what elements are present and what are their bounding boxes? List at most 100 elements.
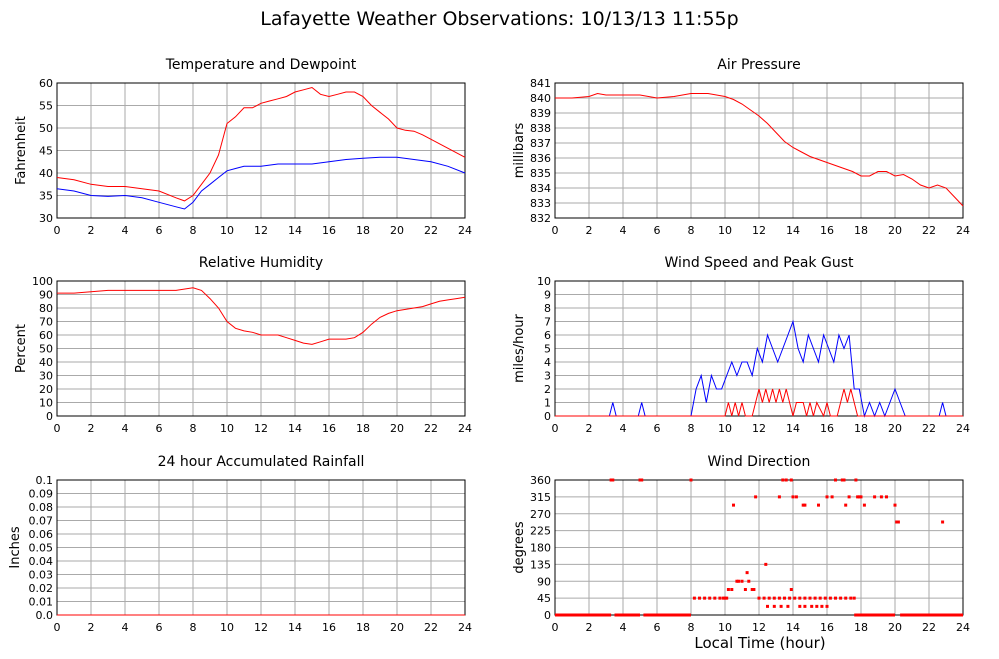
x-tick-label: 10 <box>718 422 732 435</box>
x-tick-label: 0 <box>54 621 61 634</box>
scatter-point <box>789 478 793 482</box>
y-tick-label: 90 <box>537 575 551 588</box>
x-tick-label: 22 <box>424 621 438 634</box>
x-tick-label: 12 <box>254 422 268 435</box>
scatter-point <box>750 588 754 591</box>
scatter-point <box>732 503 735 507</box>
scatter-point <box>692 596 696 600</box>
y-tick-label: 0.05 <box>29 542 54 555</box>
x-tick-label: 14 <box>288 422 302 435</box>
scatter-point <box>803 503 807 507</box>
scatter-point <box>885 495 888 499</box>
scatter-point <box>718 596 722 600</box>
x-tick-label: 18 <box>854 224 868 237</box>
scatter-point <box>813 596 817 600</box>
x-tick-label: 24 <box>956 621 970 634</box>
x-tick-label: 16 <box>322 621 336 634</box>
scatter-point <box>798 604 802 608</box>
scatter-point <box>873 495 877 499</box>
y-tick-label: 5 <box>544 343 551 356</box>
scatter-point <box>783 596 786 600</box>
y-tick-label: 832 <box>530 212 551 225</box>
scatter-point <box>725 596 729 600</box>
x-tick-label: 12 <box>254 621 268 634</box>
scatter-point <box>830 495 834 499</box>
scatter-point <box>788 596 792 600</box>
scatter-point <box>856 495 860 499</box>
y-tick-label: 841 <box>530 77 551 90</box>
x-tick-label: 2 <box>88 621 95 634</box>
x-tick-label: 20 <box>390 621 404 634</box>
x-tick-label: 16 <box>322 422 336 435</box>
scatter-point <box>825 604 829 608</box>
y-tick-label: 833 <box>530 197 551 210</box>
y-tick-label: 60 <box>39 329 53 342</box>
y-tick-label: 35 <box>39 190 53 203</box>
y-tick-label: 50 <box>39 122 53 135</box>
y-tick-label: 7 <box>544 316 551 329</box>
y-axis-label: miles/hour <box>512 313 527 382</box>
x-tick-label: 16 <box>820 224 834 237</box>
x-tick-label: 22 <box>424 224 438 237</box>
y-tick-label: 836 <box>530 152 551 165</box>
x-tick-label: 10 <box>220 422 234 435</box>
x-tick-label: 6 <box>654 621 661 634</box>
y-tick-label: 0.07 <box>29 515 54 528</box>
x-tick-label: 18 <box>356 621 370 634</box>
y-tick-label: 839 <box>530 107 551 120</box>
x-tick-label: 0 <box>54 224 61 237</box>
scatter-point <box>852 596 856 600</box>
y-tick-label: 225 <box>530 525 551 538</box>
y-tick-label: 1 <box>544 397 551 410</box>
scatter-point <box>611 478 615 482</box>
y-tick-label: 45 <box>39 145 53 158</box>
y-tick-label: 40 <box>39 167 53 180</box>
scatter-point <box>844 503 848 507</box>
chart-title: Temperature and Dewpoint <box>165 57 357 73</box>
y-tick-label: 6 <box>544 329 551 342</box>
x-tick-label: 14 <box>786 422 800 435</box>
chart-title: Air Pressure <box>717 57 800 73</box>
y-tick-label: 80 <box>39 302 53 315</box>
scatter-point <box>723 596 727 600</box>
y-tick-label: 135 <box>530 558 551 571</box>
x-tick-label: 16 <box>820 422 834 435</box>
scatter-point <box>703 596 707 600</box>
x-tick-label: 10 <box>220 621 234 634</box>
x-tick-label: 6 <box>654 422 661 435</box>
y-tick-label: 45 <box>537 592 551 605</box>
y-axis-label: Inches <box>8 526 23 568</box>
x-tick-label: 2 <box>88 422 95 435</box>
y-tick-label: 315 <box>530 491 551 504</box>
scatter-point <box>801 503 805 507</box>
y-tick-label: 60 <box>39 77 53 90</box>
chart-title: Relative Humidity <box>199 255 323 271</box>
scatter-point <box>638 478 642 482</box>
y-tick-label: 834 <box>530 182 551 195</box>
scatter-point <box>825 495 829 499</box>
series-line-0 <box>57 287 466 345</box>
y-tick-label: 0.02 <box>29 582 54 595</box>
x-tick-label: 8 <box>190 621 197 634</box>
scatter-point <box>834 596 837 600</box>
scatter-point <box>777 495 781 499</box>
y-tick-label: 8 <box>544 302 551 315</box>
scatter-point <box>803 604 807 608</box>
scatter-point <box>820 604 824 608</box>
y-tick-label: 20 <box>39 383 53 396</box>
scatter-point <box>842 478 846 482</box>
y-tick-label: 40 <box>39 356 53 369</box>
x-tick-label: 2 <box>88 224 95 237</box>
y-tick-label: 10 <box>537 275 551 288</box>
scatter-point <box>754 495 758 499</box>
y-tick-label: 0.04 <box>29 555 54 568</box>
y-tick-label: 0.1 <box>36 474 54 487</box>
scatter-point <box>854 478 858 482</box>
y-tick-label: 3 <box>544 370 551 383</box>
scatter-point <box>859 495 863 499</box>
scatter-point <box>713 596 717 600</box>
